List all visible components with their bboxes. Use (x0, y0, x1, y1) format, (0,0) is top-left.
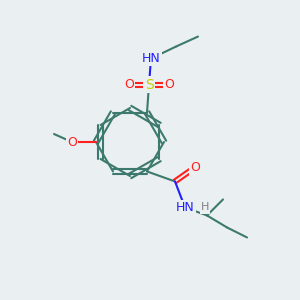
Text: O: O (190, 161, 200, 174)
Text: HN: HN (142, 52, 160, 65)
Text: O: O (164, 78, 174, 91)
Text: S: S (145, 78, 153, 92)
Text: O: O (124, 78, 134, 91)
Text: O: O (67, 136, 77, 148)
Text: H: H (201, 202, 209, 212)
Text: HN: HN (176, 201, 194, 214)
